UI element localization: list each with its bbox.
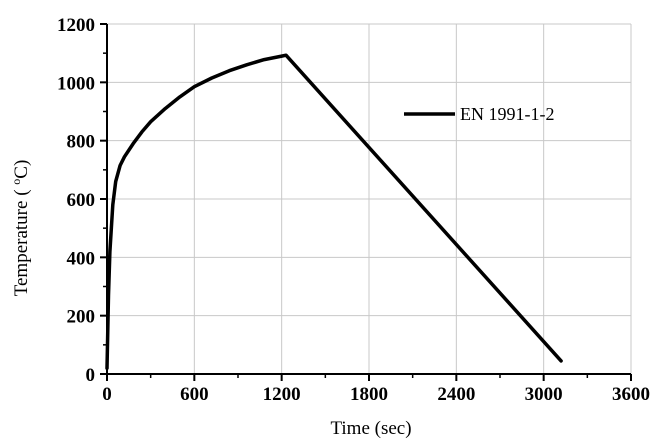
legend-label-en-1991-1-2: EN 1991-1-2 [460, 104, 554, 124]
x-tick-label: 600 [180, 384, 209, 405]
y-axis-label-sup: o [9, 179, 23, 185]
x-tick-label: 1200 [263, 384, 301, 405]
y-axis-label-prefix: Temperature ( [11, 185, 32, 297]
y-tick-labels: 0 200 400 600 800 1000 1200 [57, 15, 95, 386]
x-tick-label: 0 [102, 384, 112, 405]
x-tick-label: 3000 [525, 384, 563, 405]
y-tick-label: 1000 [57, 73, 95, 94]
series-layer [105, 53, 563, 370]
legend: EN 1991-1-2 [404, 104, 554, 124]
grid [107, 23, 632, 374]
y-tick-label: 800 [67, 132, 96, 153]
axes [100, 23, 632, 381]
x-tick-label: 1800 [350, 384, 388, 405]
y-tick-label: 200 [67, 307, 96, 328]
x-tick-label: 2400 [437, 384, 475, 405]
y-tick-label: 400 [67, 248, 96, 269]
y-tick-label: 1200 [57, 15, 95, 36]
y-tick-label: 600 [67, 190, 96, 211]
y-axis-label-suffix: C) [11, 160, 32, 179]
x-tick-label: 3600 [612, 384, 650, 405]
series-line-en-1991-1-2 [105, 53, 563, 370]
y-tick-label: 0 [86, 365, 96, 386]
x-tick-labels: 0 600 1200 1800 2400 3000 3600 [102, 384, 650, 405]
y-axis-label: Temperature ( oC) [9, 160, 32, 297]
x-axis-label: Time (sec) [330, 418, 411, 439]
